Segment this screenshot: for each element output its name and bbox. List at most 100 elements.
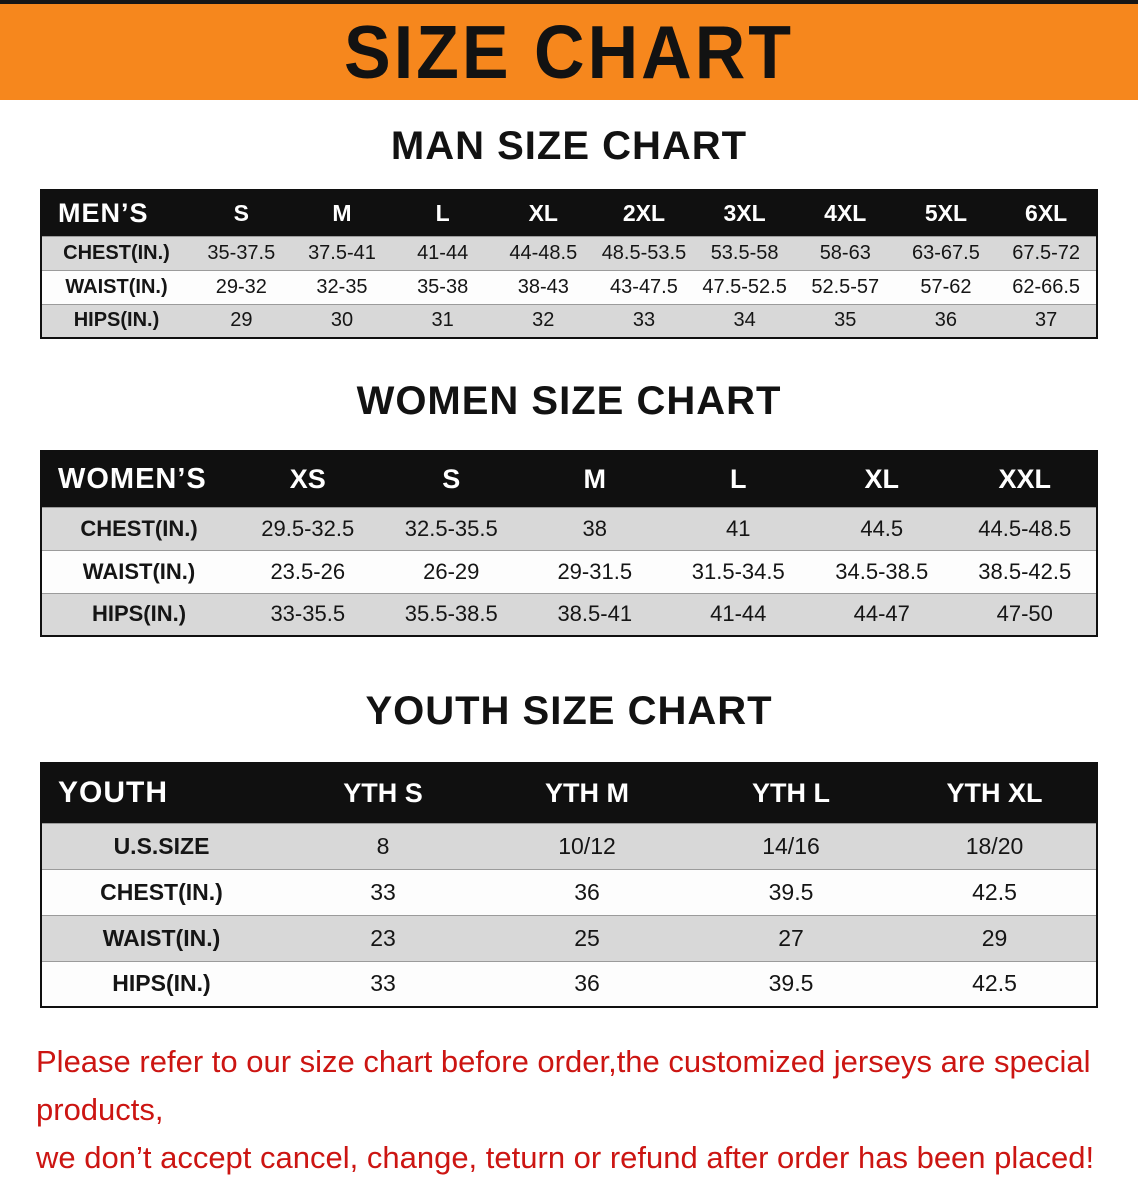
row-label-cell: WAIST(IN.): [41, 549, 236, 593]
column-header-cell: XL: [810, 451, 954, 507]
column-header-cell: 4XL: [794, 190, 896, 236]
value-cell: 47.5-52.5: [694, 269, 795, 304]
column-header-cell: YTH M: [485, 763, 689, 823]
table-title-cell: MEN’S: [41, 190, 191, 236]
value-cell: 29-32: [191, 269, 292, 304]
row-label-cell: HIPS(IN.): [41, 960, 281, 1007]
men-size-table: MEN’S S M L XL 2XL 3XL 4XL 5XL 6XL CHEST(IN.) 35-37…: [40, 189, 1098, 339]
table-row: CHEST(IN.) 29.5-32.5 32.5-35.5 38 41 44.5 44.5…: [41, 506, 1097, 550]
value-cell: 35.5-38.5: [379, 592, 523, 636]
value-cell: 52.5-57: [794, 269, 896, 304]
row-label-cell: CHEST(IN.): [41, 506, 236, 550]
column-header-cell: S: [191, 190, 292, 236]
value-cell: 58-63: [794, 235, 896, 270]
youth-section-heading: YOUTH SIZE CHART: [365, 689, 773, 733]
row-label-cell: WAIST(IN.): [41, 914, 281, 961]
value-cell: 33: [281, 960, 485, 1007]
value-cell: 34: [694, 303, 795, 338]
value-cell: 23: [281, 914, 485, 961]
value-cell: 33: [281, 868, 485, 915]
youth-size-section: YOUTH SIZE CHART YOUTH YTH S YTH M YTH L YTH…: [0, 689, 1138, 1008]
column-header-cell: YTH XL: [893, 763, 1097, 823]
value-cell: 39.5: [689, 960, 893, 1007]
table-head: MEN’S S M L XL 2XL 3XL 4XL 5XL 6XL: [41, 190, 1097, 236]
value-cell: 44-48.5: [492, 235, 594, 270]
value-cell: 67.5-72: [996, 235, 1097, 270]
table-body: CHEST(IN.) 29.5-32.5 32.5-35.5 38 41 44.5 44.5…: [41, 506, 1097, 636]
footer-note-line-1: Please refer to our size chart before or…: [36, 1044, 1091, 1128]
value-cell: 44-47: [810, 592, 954, 636]
column-header-cell: M: [523, 451, 667, 507]
value-cell: 63-67.5: [895, 235, 997, 270]
value-cell: 37: [996, 303, 1097, 338]
value-cell: 29: [893, 914, 1097, 961]
value-cell: 35: [794, 303, 896, 338]
value-cell: 39.5: [689, 868, 893, 915]
table-body: CHEST(IN.) 35-37.5 37.5-41 41-44 44-48.5 48.5…: [41, 235, 1097, 338]
column-header-cell: 6XL: [996, 190, 1097, 236]
value-cell: 31: [392, 303, 493, 338]
table-head: YOUTH YTH S YTH M YTH L YTH XL: [41, 763, 1097, 823]
column-header-cell: 2XL: [593, 190, 695, 236]
table-row: CHEST(IN.) 35-37.5 37.5-41 41-44 44-48.5 48.5…: [41, 235, 1097, 270]
table-row: HIPS(IN.) 33-35.5 35.5-38.5 38.5-41 41-44 44-…: [41, 592, 1097, 636]
table-title-cell: WOMEN’S: [41, 451, 236, 507]
value-cell: 30: [291, 303, 393, 338]
value-cell: 41-44: [666, 592, 810, 636]
value-cell: 25: [485, 914, 689, 961]
value-cell: 42.5: [893, 868, 1097, 915]
value-cell: 41: [666, 506, 810, 550]
women-section-heading: WOMEN SIZE CHART: [356, 379, 782, 423]
footer-note: Please refer to our size chart before or…: [0, 1038, 1138, 1182]
column-header-cell: XL: [492, 190, 594, 236]
value-cell: 31.5-34.5: [666, 549, 810, 593]
value-cell: 18/20: [893, 822, 1097, 869]
value-cell: 62-66.5: [996, 269, 1097, 304]
column-header-cell: 5XL: [895, 190, 997, 236]
row-label-cell: WAIST(IN.): [41, 269, 191, 304]
value-cell: 29.5-32.5: [236, 506, 380, 550]
value-cell: 38.5-41: [523, 592, 667, 636]
value-cell: 43-47.5: [593, 269, 695, 304]
value-cell: 41-44: [392, 235, 493, 270]
table-head: WOMEN’S XS S M L XL XXL: [41, 451, 1097, 507]
footer-note-line-2: we don’t accept cancel, change, teturn o…: [36, 1140, 1095, 1176]
column-header-cell: XXL: [953, 451, 1097, 507]
value-cell: 32.5-35.5: [379, 506, 523, 550]
value-cell: 44.5: [810, 506, 954, 550]
row-label-cell: HIPS(IN.): [41, 592, 236, 636]
row-label-cell: HIPS(IN.): [41, 303, 191, 338]
value-cell: 35-37.5: [191, 235, 292, 270]
table-title-cell: YOUTH: [41, 763, 281, 823]
value-cell: 32-35: [291, 269, 393, 304]
men-section-heading: MAN SIZE CHART: [390, 124, 748, 168]
value-cell: 33-35.5: [236, 592, 380, 636]
value-cell: 10/12: [485, 822, 689, 869]
men-size-section: MAN SIZE CHART MEN’S S M L XL 2XL 3XL 4XL 5XL 6XL…: [0, 124, 1138, 339]
value-cell: 29: [191, 303, 292, 338]
table-body: U.S.SIZE 8 10/12 14/16 18/20 CHEST(IN.) 33 36 39…: [41, 822, 1097, 1007]
row-label-cell: CHEST(IN.): [41, 235, 191, 270]
table-row: WAIST(IN.) 23.5-26 26-29 29-31.5 31.5-34.5 34…: [41, 549, 1097, 593]
value-cell: 23.5-26: [236, 549, 380, 593]
value-cell: 38: [523, 506, 667, 550]
youth-size-table: YOUTH YTH S YTH M YTH L YTH XL U.S.SIZE 8 10/12…: [40, 762, 1098, 1008]
value-cell: 36: [485, 960, 689, 1007]
women-size-section: WOMEN SIZE CHART WOMEN’S XS S M L XL XXL CHEST(…: [0, 379, 1138, 637]
column-header-cell: 3XL: [694, 190, 795, 236]
value-cell: 36: [895, 303, 997, 338]
value-cell: 42.5: [893, 960, 1097, 1007]
value-cell: 57-62: [895, 269, 997, 304]
table-row: HIPS(IN.) 29 30 31 32 33 34 35 36 37: [41, 303, 1097, 338]
column-header-cell: XS: [236, 451, 380, 507]
value-cell: 48.5-53.5: [593, 235, 695, 270]
value-cell: 36: [485, 868, 689, 915]
value-cell: 33: [593, 303, 695, 338]
value-cell: 47-50: [953, 592, 1097, 636]
table-row: HIPS(IN.) 33 36 39.5 42.5: [41, 960, 1097, 1007]
women-size-table: WOMEN’S XS S M L XL XXL CHEST(IN.) 29.5-32.5 32.5…: [40, 450, 1098, 637]
table-header-row: YOUTH YTH S YTH M YTH L YTH XL: [41, 763, 1097, 823]
table-header-row: WOMEN’S XS S M L XL XXL: [41, 451, 1097, 507]
value-cell: 26-29: [379, 549, 523, 593]
